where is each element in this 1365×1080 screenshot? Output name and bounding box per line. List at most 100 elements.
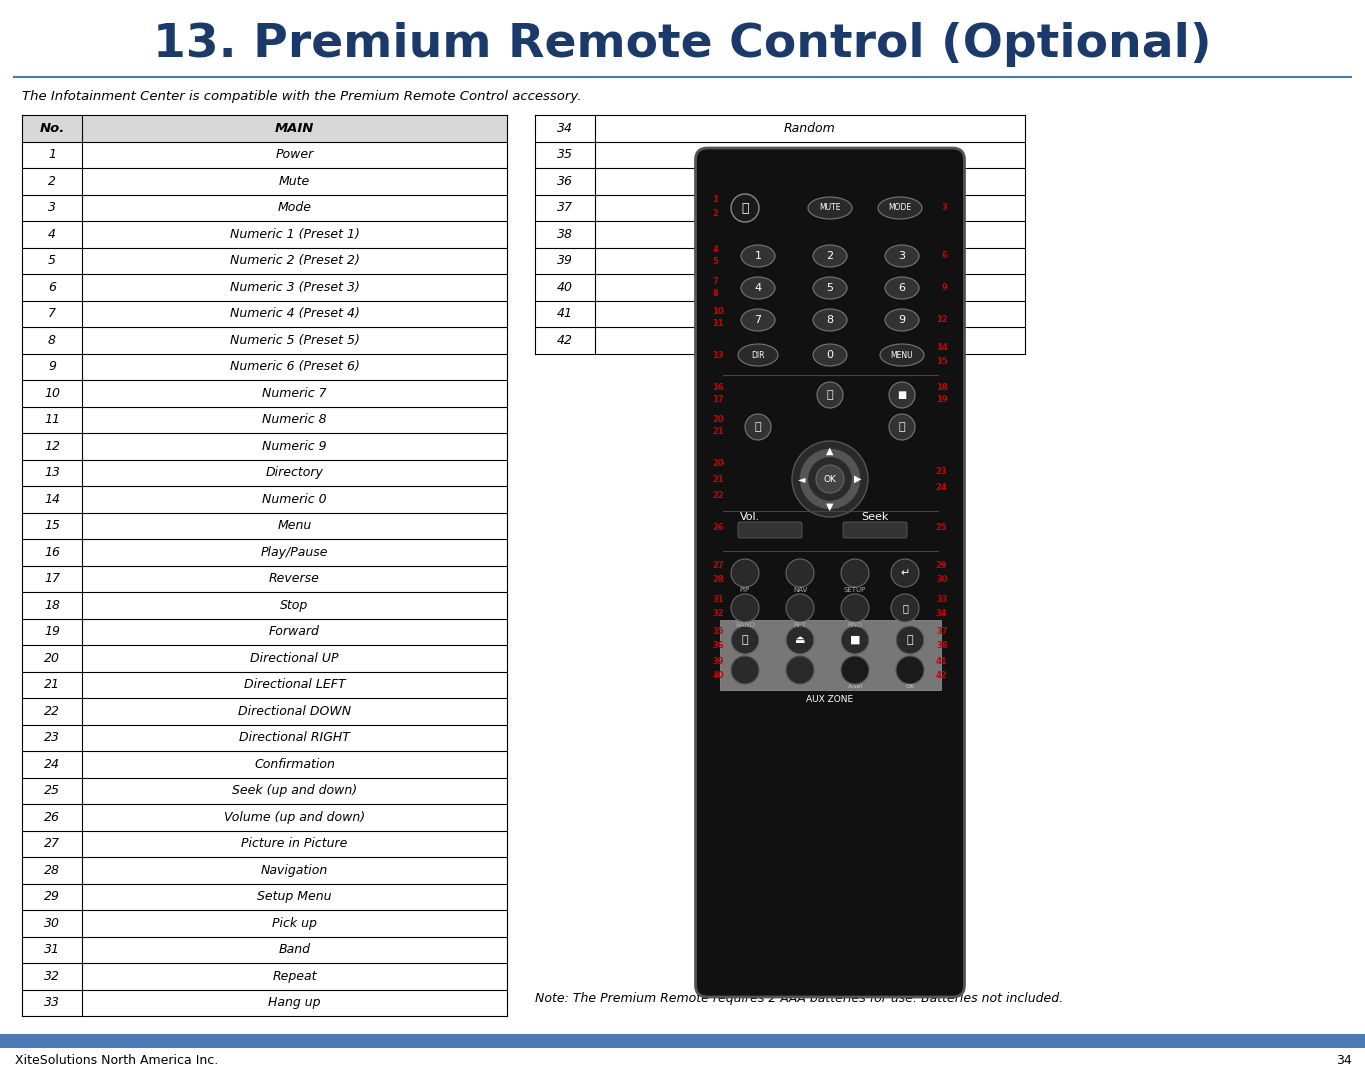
Ellipse shape <box>808 197 852 219</box>
Text: 17: 17 <box>44 572 60 585</box>
Bar <box>535 221 1025 247</box>
Text: ⏏: ⏏ <box>794 635 805 645</box>
Ellipse shape <box>880 345 924 366</box>
Circle shape <box>889 382 915 408</box>
Text: 13: 13 <box>44 467 60 480</box>
Text: Directory: Directory <box>266 467 324 480</box>
Bar <box>22 353 506 380</box>
Text: Directional UP: Directional UP <box>250 651 339 665</box>
Text: 19: 19 <box>44 625 60 638</box>
Text: 21: 21 <box>713 474 725 484</box>
Text: 20: 20 <box>713 459 723 468</box>
Text: 38: 38 <box>557 228 573 241</box>
Text: Band: Band <box>278 943 310 956</box>
Text: Setup Menu: Setup Menu <box>257 890 332 903</box>
Text: 14: 14 <box>44 492 60 505</box>
Circle shape <box>786 626 814 654</box>
Ellipse shape <box>738 345 778 366</box>
Text: ■: ■ <box>897 390 906 400</box>
Text: ⏩: ⏩ <box>906 635 913 645</box>
Bar <box>22 300 506 327</box>
Text: 40: 40 <box>557 281 573 294</box>
Text: 37: 37 <box>557 201 573 214</box>
Text: 7: 7 <box>755 315 762 325</box>
Bar <box>22 168 506 194</box>
Text: 34: 34 <box>1336 1054 1351 1067</box>
Bar <box>535 141 1025 168</box>
Bar <box>22 858 506 883</box>
Bar <box>22 936 506 963</box>
Bar <box>22 513 506 539</box>
Text: Vol.: Vol. <box>740 512 760 522</box>
Text: 27: 27 <box>44 837 60 850</box>
Bar <box>22 698 506 725</box>
Circle shape <box>889 414 915 440</box>
Text: Numeric 5 (Preset 5): Numeric 5 (Preset 5) <box>229 334 359 347</box>
Text: 33: 33 <box>44 996 60 1009</box>
Bar <box>22 221 506 247</box>
Circle shape <box>816 465 844 492</box>
Bar <box>535 114 1025 141</box>
Text: Directional RIGHT: Directional RIGHT <box>239 731 349 744</box>
Text: Hang up: Hang up <box>269 996 321 1009</box>
Circle shape <box>841 626 870 654</box>
Text: 30: 30 <box>936 575 947 583</box>
Text: 24: 24 <box>936 483 947 491</box>
Ellipse shape <box>741 309 775 330</box>
Text: 24: 24 <box>44 758 60 771</box>
Text: MODE: MODE <box>889 203 912 213</box>
Ellipse shape <box>814 345 848 366</box>
Text: Note: The Premium Remote requires 2 AAA batteries for use. Batteries not include: Note: The Premium Remote requires 2 AAA … <box>535 993 1063 1005</box>
Text: 40: 40 <box>713 672 723 680</box>
Text: 10: 10 <box>713 308 723 316</box>
Bar <box>22 672 506 698</box>
Text: 28: 28 <box>713 575 723 583</box>
Text: 30: 30 <box>44 917 60 930</box>
Circle shape <box>841 656 870 684</box>
Bar <box>22 592 506 619</box>
Text: ▼: ▼ <box>826 502 834 512</box>
Bar <box>22 751 506 778</box>
Text: 12: 12 <box>44 440 60 453</box>
Bar <box>22 619 506 645</box>
Text: 31: 31 <box>713 595 723 605</box>
Circle shape <box>891 594 919 622</box>
Text: 5: 5 <box>48 254 56 267</box>
Text: ↵: ↵ <box>901 568 909 578</box>
Circle shape <box>732 559 759 588</box>
Bar <box>22 194 506 221</box>
Ellipse shape <box>885 276 919 299</box>
Text: 9: 9 <box>942 283 947 293</box>
Text: XiteSolutions North America Inc.: XiteSolutions North America Inc. <box>15 1054 218 1067</box>
Text: 35: 35 <box>713 627 723 636</box>
Text: Numeric 9: Numeric 9 <box>262 440 326 453</box>
Text: 32: 32 <box>713 609 723 619</box>
Text: Reverse: Reverse <box>269 572 319 585</box>
Text: 12: 12 <box>936 315 947 324</box>
Text: 33: 33 <box>936 595 947 605</box>
Text: Numeric 3 (Preset 3): Numeric 3 (Preset 3) <box>229 281 359 294</box>
Text: 9: 9 <box>48 361 56 374</box>
Text: NAV: NAV <box>793 588 807 593</box>
Text: 25: 25 <box>44 784 60 797</box>
Text: Numeric 2 (Preset 2): Numeric 2 (Preset 2) <box>229 254 359 267</box>
Text: DIR: DIR <box>751 351 764 360</box>
Text: 4: 4 <box>713 244 718 254</box>
Bar <box>719 620 940 690</box>
Text: 29: 29 <box>44 890 60 903</box>
Text: Next (Rear Zone): Next (Rear Zone) <box>756 281 864 294</box>
Text: 1: 1 <box>48 148 56 161</box>
Circle shape <box>895 626 924 654</box>
Text: ⏻: ⏻ <box>741 202 749 215</box>
Text: OK: OK <box>905 685 915 689</box>
Text: Forward: Forward <box>269 625 319 638</box>
Text: 23: 23 <box>936 467 947 475</box>
Text: 1: 1 <box>755 251 762 261</box>
Text: 3: 3 <box>48 201 56 214</box>
Text: 29: 29 <box>936 561 947 569</box>
Text: A.sel: A.sel <box>848 685 863 689</box>
Bar <box>22 486 506 513</box>
Bar <box>535 327 1025 353</box>
Text: 16: 16 <box>713 383 725 392</box>
Text: 22: 22 <box>713 490 725 499</box>
